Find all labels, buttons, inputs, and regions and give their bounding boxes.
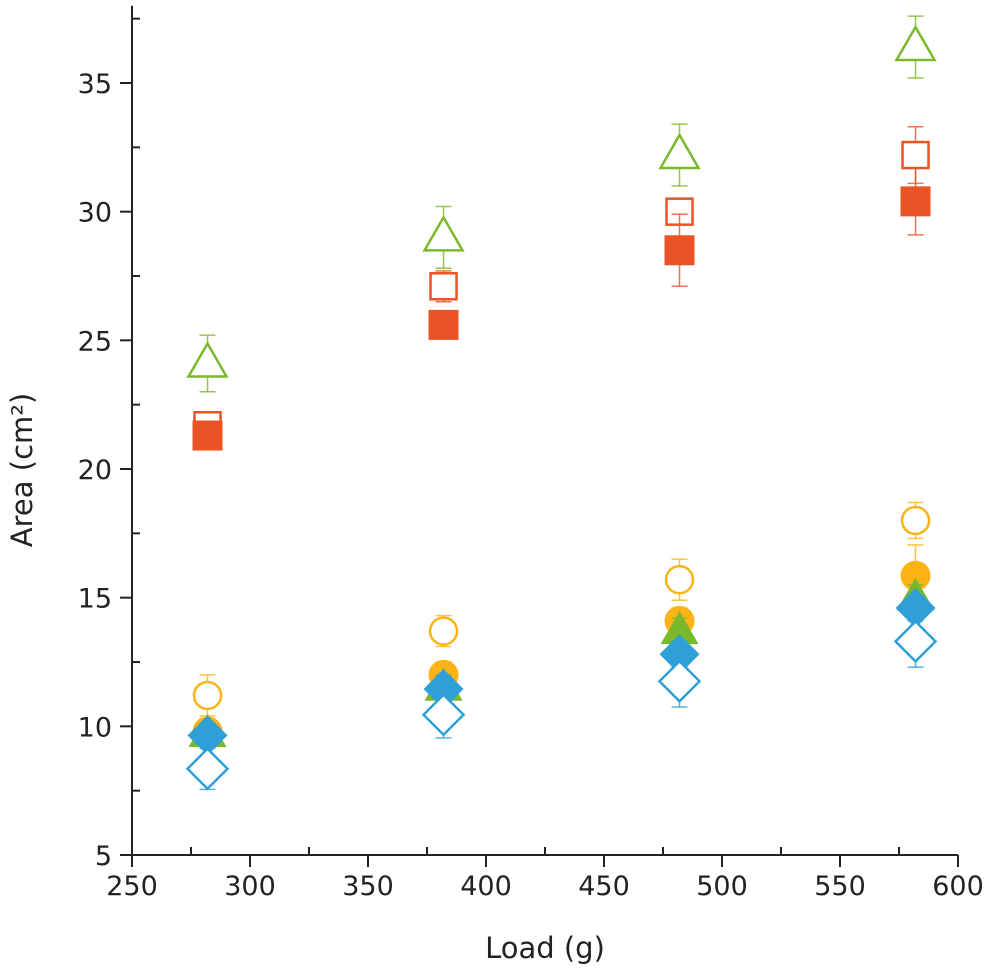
data-point-triangle	[894, 24, 937, 62]
x-tick-label: 450	[578, 871, 630, 902]
y-tick-label: 30	[78, 198, 112, 229]
data-point-diamond	[657, 659, 702, 704]
data-point-triangle	[422, 214, 465, 252]
y-tick-label: 5	[95, 841, 112, 872]
data-point-square	[901, 140, 930, 170]
series-open-triangle	[186, 15, 937, 393]
y-tick-label: 15	[78, 584, 112, 615]
data-point-circle	[428, 616, 459, 646]
x-tick-label: 400	[460, 871, 512, 902]
series-open-square	[193, 125, 930, 440]
series-filled-diamond	[187, 587, 936, 756]
data-point-circle	[900, 505, 931, 536]
data-point-square	[664, 235, 695, 266]
x-tick-label: 250	[106, 871, 158, 902]
series-filled-triangle	[188, 577, 935, 748]
y-tick-label: 25	[78, 326, 112, 357]
series-open-diamond	[185, 614, 938, 791]
data-point-triangle	[660, 611, 699, 645]
y-tick-label: 35	[78, 69, 112, 100]
data-point-square	[428, 309, 459, 340]
series-open-circle	[192, 501, 931, 717]
data-point-diamond	[893, 619, 938, 664]
data-point-square	[192, 420, 223, 451]
plot-area	[185, 15, 938, 791]
x-axis-title: Load (g)	[485, 931, 605, 965]
data-point-diamond	[187, 715, 228, 756]
x-tick-label: 600	[932, 871, 984, 902]
x-tick-label: 550	[814, 871, 866, 902]
data-point-diamond	[185, 747, 230, 791]
series-filled-square	[192, 167, 931, 451]
y-tick-label: 10	[78, 712, 112, 743]
data-point-circle	[900, 560, 931, 591]
x-tick-label: 300	[224, 871, 276, 902]
axes: 250 300 350 400 450 500 550 600 5 10 15 20 25 30 35	[78, 5, 984, 902]
data-point-circle	[192, 680, 223, 711]
data-point-square	[429, 272, 458, 301]
x-tick-label: 350	[342, 871, 394, 902]
data-point-diamond	[895, 587, 936, 628]
data-point-circle	[664, 564, 695, 595]
y-tick-label: 20	[78, 455, 112, 486]
data-point-diamond	[421, 692, 466, 737]
data-point-triangle	[658, 132, 701, 170]
data-point-diamond	[423, 669, 464, 710]
data-point-triangle	[186, 340, 229, 378]
data-point-diamond	[659, 634, 700, 675]
series-filled-circle	[192, 544, 931, 747]
y-axis-title: Area (cm²)	[5, 393, 39, 547]
x-tick-label: 500	[696, 871, 748, 902]
data-point-square	[900, 186, 931, 217]
